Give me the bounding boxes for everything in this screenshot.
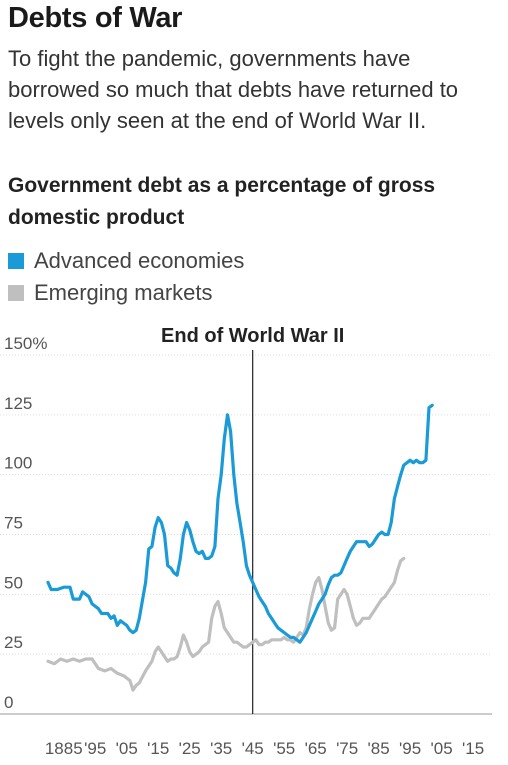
y-tick-label-100: 100 — [4, 454, 32, 473]
series-line-advanced — [46, 403, 434, 644]
y-tick-label-125: 125 — [4, 394, 32, 413]
chart-title: Government debt as a percentage of gross… — [8, 174, 436, 229]
y-tick-label-150: 150% — [4, 334, 47, 353]
x-tick-label-1935: '35 — [210, 739, 232, 758]
legend-item-emerging: Emerging markets — [8, 277, 244, 309]
legend: Advanced economies Emerging markets — [8, 245, 244, 309]
x-tick-label-1885: 1885 — [45, 739, 83, 758]
legend-swatch-emerging — [8, 285, 24, 301]
x-tick-label-1925: '25 — [179, 739, 201, 758]
x-tick-label-1955: '55 — [273, 739, 295, 758]
legend-label-advanced: Advanced economies — [34, 248, 245, 273]
annotation-label-0: End of World War II — [161, 325, 344, 347]
series-line-emerging — [46, 556, 406, 692]
legend-item-advanced: Advanced economies — [8, 245, 244, 277]
x-tick-label-1985: '85 — [368, 739, 390, 758]
x-tick-label-1965: '65 — [305, 739, 327, 758]
x-tick-label-1945: '45 — [242, 739, 264, 758]
x-tick-label-1975: '75 — [336, 739, 358, 758]
y-tick-label-75: 75 — [4, 514, 23, 533]
x-tick-label-1895: '95 — [84, 739, 106, 758]
y-tick-label-50: 50 — [4, 573, 23, 592]
x-tick-label-1915: '15 — [147, 739, 169, 758]
headline: Debts of War — [8, 2, 183, 34]
dek: To fight the pandemic, governments have … — [8, 46, 459, 133]
legend-swatch-advanced — [8, 253, 24, 269]
x-tick-label-2015: '15 — [462, 739, 484, 758]
y-tick-label-0: 0 — [4, 693, 13, 712]
x-tick-label-1905: '05 — [116, 739, 138, 758]
y-tick-label-25: 25 — [4, 633, 23, 652]
x-tick-label-2005: '05 — [431, 739, 453, 758]
legend-label-emerging: Emerging markets — [34, 280, 213, 305]
x-tick-label-1995: '95 — [399, 739, 421, 758]
